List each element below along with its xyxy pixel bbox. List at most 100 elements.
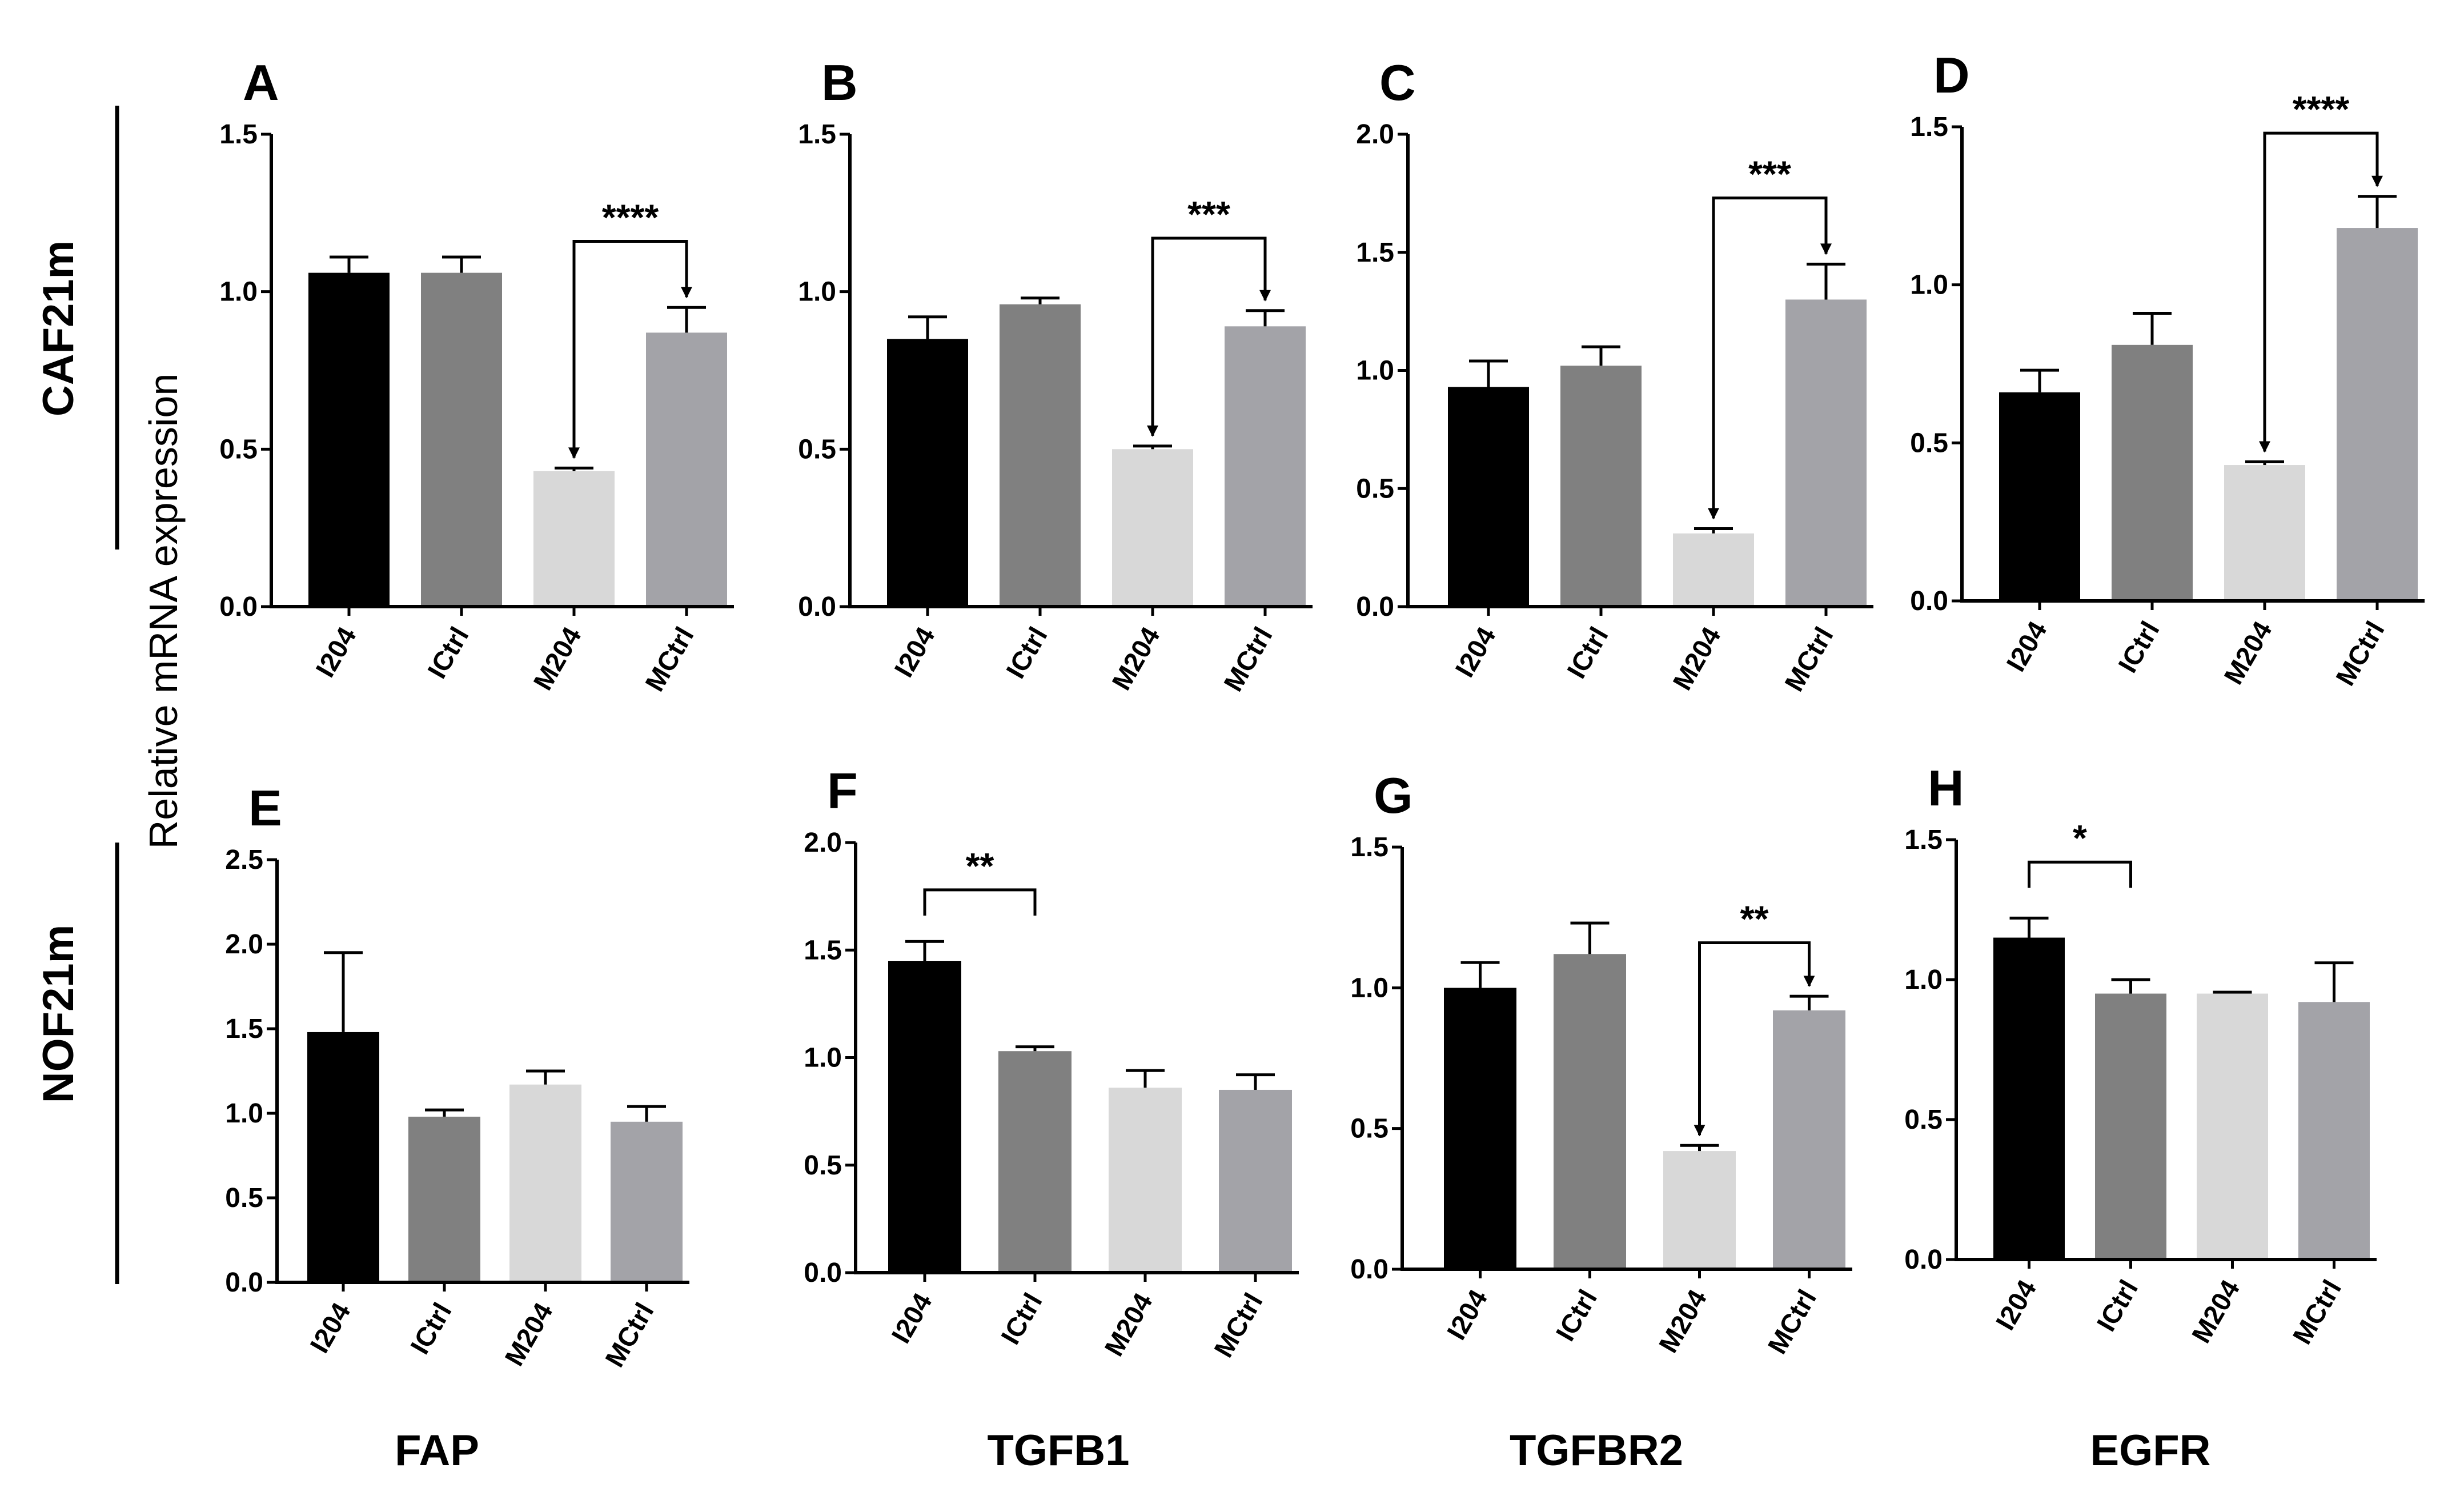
bar-m204 bbox=[2224, 465, 2305, 601]
y-tick-label: 0.5 bbox=[219, 434, 258, 464]
bracket-arrowhead bbox=[2371, 175, 2383, 187]
bar-m204 bbox=[509, 1084, 581, 1282]
panel-letter-g: G bbox=[1374, 767, 1412, 824]
significance-label: **** bbox=[602, 196, 659, 238]
significance-bracket bbox=[1151, 236, 1267, 436]
y-tick-label: 0.5 bbox=[1904, 1105, 1943, 1135]
y-tick-label: 1.5 bbox=[219, 119, 258, 150]
gene-label-egfr: EGFR bbox=[2090, 1426, 2210, 1475]
y-tick-label: 2.5 bbox=[225, 845, 263, 875]
y-tick-label: 2.0 bbox=[1356, 119, 1394, 150]
panel-e: E I204 ICtrl M204 MCtrl 0.0 0.5 1.0 1.5 2.0 2.5 bbox=[225, 780, 689, 1372]
panel-f: F I204 ICtrl M204 MCtrl 0.0 0.5 1.0 1.5 2.0 ** bbox=[804, 763, 1299, 1362]
y-tick-label: 1.0 bbox=[798, 277, 836, 307]
gene-label-tgfbr2: TGFBR2 bbox=[1510, 1426, 1683, 1475]
gene-label-tgfb1: TGFB1 bbox=[987, 1426, 1129, 1475]
y-tick-label: 0.5 bbox=[798, 434, 836, 464]
y-tick-label: 1.0 bbox=[804, 1043, 842, 1073]
bar-i204 bbox=[308, 272, 390, 607]
y-tick-label: 2.0 bbox=[225, 929, 263, 960]
x-tick-label: M204 bbox=[1667, 622, 1727, 695]
x-tick-label: ICtrl bbox=[2112, 616, 2165, 678]
panel-letter-a: A bbox=[243, 54, 279, 111]
x-tick-label: MCtrl bbox=[2286, 1275, 2347, 1350]
y-tick-label: 0.5 bbox=[225, 1183, 263, 1213]
significance-bracket bbox=[2028, 860, 2132, 888]
bar-i204 bbox=[887, 339, 968, 607]
y-tick-label: 1.5 bbox=[804, 935, 842, 965]
bar-mctrl bbox=[611, 1121, 683, 1282]
bar-mctrl bbox=[2298, 1002, 2370, 1260]
bar-i204 bbox=[1993, 937, 2065, 1260]
x-tick-label: I204 bbox=[2000, 616, 2053, 677]
y-tick-label: 1.0 bbox=[1904, 965, 1943, 995]
x-tick-label: MCtrl bbox=[2330, 616, 2390, 691]
bar-mctrl bbox=[1225, 326, 1306, 607]
y-tick-label: 0.0 bbox=[219, 592, 258, 622]
bar-mctrl bbox=[646, 332, 727, 607]
x-tick-label: I204 bbox=[888, 622, 941, 683]
bar-ictrl bbox=[1554, 954, 1626, 1269]
bar-i204 bbox=[888, 961, 961, 1273]
panel-letter-c: C bbox=[1379, 54, 1416, 111]
panel-letter-b: B bbox=[821, 54, 858, 111]
bar-m204 bbox=[2197, 993, 2268, 1260]
y-tick-label: 0.0 bbox=[225, 1268, 263, 1298]
bar-ictrl bbox=[998, 1051, 1072, 1273]
x-tick-label: ICtrl bbox=[995, 1288, 1048, 1350]
x-tick-label: I204 bbox=[885, 1288, 938, 1349]
bracket-arrowhead bbox=[1259, 290, 1271, 302]
significance-label: ** bbox=[966, 845, 994, 887]
x-tick-label: I204 bbox=[1990, 1275, 2042, 1335]
panel-letter-h: H bbox=[1928, 760, 1964, 816]
bar-mctrl bbox=[2337, 228, 2418, 601]
bar-ictrl bbox=[1000, 304, 1081, 607]
panel-c: C I204 ICtrl M204 MCtrl 0.0 0.5 1.0 1.5 2.0 *** bbox=[1356, 54, 1873, 696]
bar-i204 bbox=[1999, 392, 2080, 601]
x-tick-label: MCtrl bbox=[1208, 1288, 1269, 1363]
panel-d: D I204 ICtrl M204 MCtrl 0.0 0.5 1.0 1.5 **** bbox=[1910, 47, 2425, 691]
panel-h: H I204 ICtrl M204 MCtrl 0.0 0.5 1.0 1.5 * bbox=[1904, 760, 2377, 1349]
x-tick-label: ICtrl bbox=[1000, 622, 1053, 684]
panel-letter-f: F bbox=[827, 763, 858, 819]
x-tick-label: M204 bbox=[499, 1298, 559, 1371]
bar-i204 bbox=[1444, 988, 1516, 1269]
y-tick-label: 0.0 bbox=[1356, 592, 1394, 622]
x-tick-label: I204 bbox=[304, 1298, 356, 1358]
x-tick-label: MCtrl bbox=[639, 622, 700, 697]
significance-bracket bbox=[572, 239, 688, 458]
bar-i204 bbox=[307, 1032, 379, 1282]
y-tick-label: 0.5 bbox=[1910, 428, 1948, 458]
significance-bracket bbox=[1698, 941, 1811, 1136]
bar-m204 bbox=[1663, 1151, 1736, 1269]
significance-label: *** bbox=[1748, 154, 1791, 195]
y-tick-label: 1.5 bbox=[798, 119, 836, 150]
x-tick-label: M204 bbox=[2218, 616, 2278, 689]
x-tick-label: MCtrl bbox=[599, 1298, 660, 1373]
significance-bracket bbox=[2263, 131, 2379, 452]
y-tick-label: 0.5 bbox=[1356, 474, 1394, 504]
y-tick-label: 0.0 bbox=[1910, 586, 1948, 616]
significance-label: **** bbox=[2293, 89, 2350, 130]
x-tick-label: MCtrl bbox=[1218, 622, 1278, 697]
bracket-arrowhead bbox=[1694, 1125, 1705, 1137]
x-tick-label: M204 bbox=[1652, 1285, 1712, 1358]
panel-g: G I204 ICtrl M204 MCtrl 0.0 0.5 1.0 1.5 ** bbox=[1350, 767, 1852, 1359]
y-tick-label: 1.0 bbox=[1350, 973, 1388, 1003]
bar-m204 bbox=[1112, 449, 1193, 607]
panel-b: B I204 ICtrl M204 MCtrl 0.0 0.5 1.0 1.5 *** bbox=[798, 54, 1313, 696]
x-tick-label: ICtrl bbox=[422, 622, 475, 684]
bar-mctrl bbox=[1773, 1010, 1845, 1269]
y-tick-label: 1.5 bbox=[225, 1014, 263, 1044]
y-tick-label: 1.0 bbox=[219, 277, 258, 307]
panel-a: A I204 ICtrl M204 MCtrl 0.0 0.5 1.0 1.5 **** bbox=[219, 54, 734, 696]
bracket-arrowhead bbox=[681, 287, 692, 299]
y-axis-label: Relative mRNA expression bbox=[141, 374, 186, 849]
significance-label: * bbox=[2073, 817, 2087, 859]
bracket-arrowhead bbox=[2259, 441, 2270, 453]
bar-m204 bbox=[533, 471, 615, 607]
bar-ictrl bbox=[408, 1116, 480, 1282]
x-tick-label: ICtrl bbox=[1550, 1285, 1603, 1346]
bracket-arrowhead bbox=[1803, 976, 1815, 988]
